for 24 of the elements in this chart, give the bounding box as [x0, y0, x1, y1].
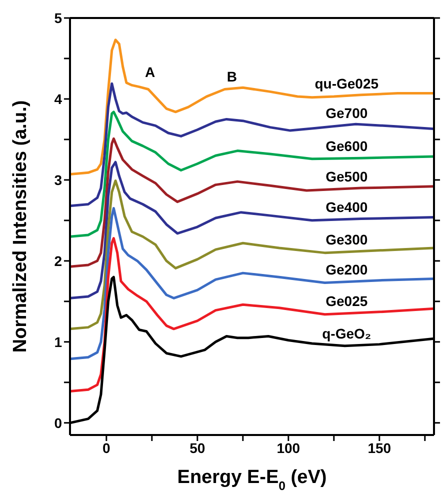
y-tick-label: 2	[54, 252, 62, 269]
x-tick-label: 100	[276, 440, 300, 456]
x-axis-title: Energy E-E$_{0}$ (eV)	[177, 467, 327, 493]
x-tick-label: 50	[190, 440, 206, 456]
annotation: B	[226, 68, 238, 84]
series-label: Ge700	[326, 104, 368, 121]
series-label: qu-Ge025	[314, 76, 379, 92]
line-series	[70, 236, 434, 393]
y-tick-label: 4	[54, 90, 62, 107]
series-label: q-GeO₂	[322, 326, 372, 342]
x-tick-label: 0	[102, 440, 110, 456]
y-tick-label: 5	[54, 10, 62, 26]
y-tick-label: 1	[54, 334, 62, 350]
series-label: Ge500	[326, 168, 368, 185]
series-label: Ge300	[326, 232, 368, 248]
y-axis-title: Normalized Intensities (a.u.)	[10, 100, 31, 353]
y-tick-label: 3	[54, 172, 62, 188]
series-label: Ge200	[326, 262, 368, 278]
annotation: A	[145, 64, 156, 80]
x-tick-label: 150	[368, 440, 392, 456]
series-label: Ge025	[326, 293, 368, 310]
y-tick-label: 0	[54, 414, 62, 431]
series-label: Ge600	[326, 138, 368, 154]
series-label: Ge400	[326, 199, 368, 216]
